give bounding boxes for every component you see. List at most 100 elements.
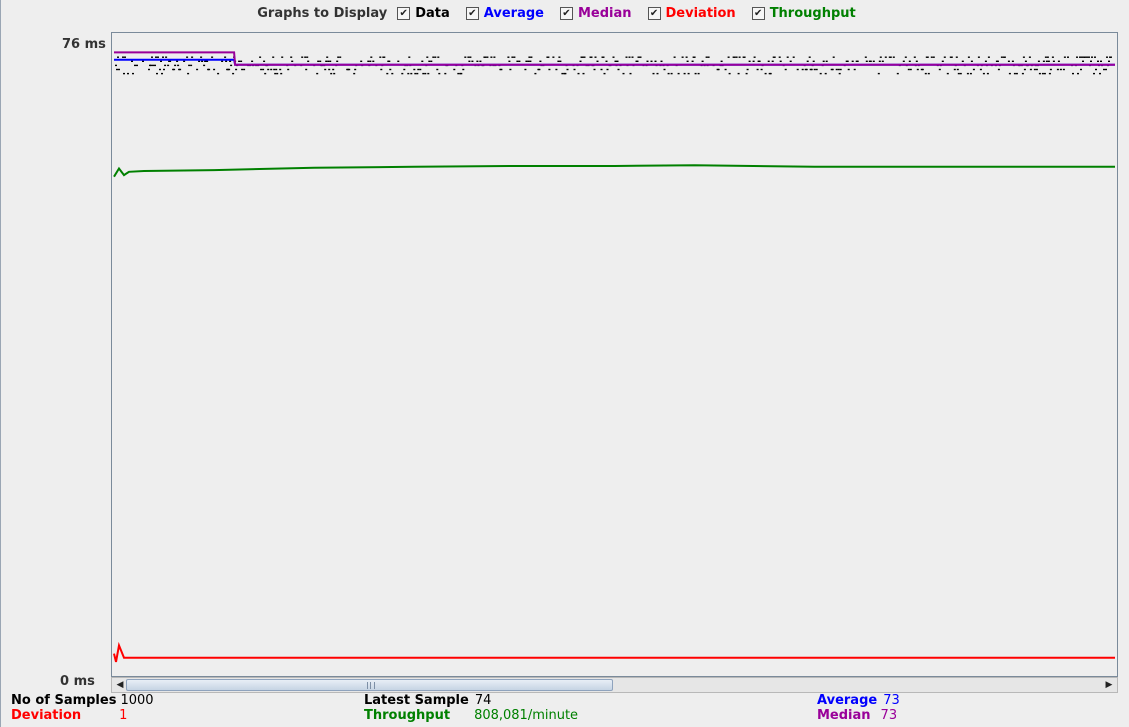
data-point <box>1046 56 1049 58</box>
data-point <box>518 60 521 62</box>
checkmark-icon[interactable]: ✔ <box>465 7 479 20</box>
data-point <box>401 72 404 75</box>
data-point <box>198 60 201 62</box>
checkmark-icon[interactable]: ✔ <box>397 7 411 20</box>
data-point <box>667 72 670 75</box>
data-point <box>786 56 789 58</box>
data-point <box>959 72 962 75</box>
data-point <box>701 60 704 62</box>
checkbox-data[interactable]: ✔ Data <box>397 6 450 21</box>
data-point <box>163 68 165 71</box>
data-point <box>1043 72 1046 75</box>
data-point <box>379 56 382 58</box>
data-point <box>1100 60 1102 62</box>
data-point <box>500 68 503 71</box>
data-point <box>831 68 834 71</box>
data-point <box>972 68 975 71</box>
data-point <box>1084 56 1086 58</box>
data-point <box>853 68 856 71</box>
data-point <box>927 72 930 75</box>
data-point <box>490 56 493 58</box>
data-point <box>955 56 958 58</box>
data-point <box>301 56 304 58</box>
data-point <box>360 60 363 62</box>
data-point <box>1000 56 1003 58</box>
checkmark-icon[interactable]: ✔ <box>647 7 661 20</box>
deviation-label: Deviation <box>11 708 82 723</box>
data-point <box>136 64 138 67</box>
scrollbar-thumb[interactable] <box>126 679 613 691</box>
data-point <box>1033 68 1036 71</box>
data-point <box>386 72 389 75</box>
data-point <box>516 60 519 62</box>
data-point <box>847 68 850 71</box>
series-line-throughput <box>113 164 1115 178</box>
data-point <box>437 56 440 58</box>
data-point <box>173 68 176 71</box>
data-point <box>426 56 429 58</box>
data-point <box>353 72 356 75</box>
data-point <box>735 56 738 58</box>
data-point <box>388 60 391 62</box>
data-point <box>324 68 327 71</box>
data-point <box>1007 60 1010 62</box>
plot-frame <box>111 32 1118 677</box>
data-point <box>196 68 199 71</box>
data-point <box>819 72 822 75</box>
checkmark-icon[interactable]: ✔ <box>751 7 765 20</box>
data-point <box>881 60 884 62</box>
data-point <box>764 72 767 75</box>
data-point <box>270 68 273 71</box>
data-point <box>946 72 949 75</box>
data-point <box>908 60 911 62</box>
data-point <box>810 68 813 71</box>
data-point <box>590 56 593 58</box>
data-point <box>970 60 973 62</box>
data-point <box>743 56 746 58</box>
data-point <box>127 72 129 75</box>
median-label: Median <box>817 708 871 723</box>
data-point <box>479 60 482 62</box>
data-point <box>156 72 158 75</box>
data-point <box>493 56 496 58</box>
data-point <box>1063 56 1066 58</box>
data-point <box>733 56 736 58</box>
scroll-left-arrow-icon[interactable]: ◀ <box>116 680 124 690</box>
data-point <box>167 64 170 67</box>
data-point <box>235 68 238 71</box>
median-stat: Median 73 <box>817 708 897 723</box>
checkbox-deviation[interactable]: ✔ Deviation <box>647 6 736 21</box>
data-point <box>525 60 528 62</box>
data-point <box>1088 56 1090 58</box>
data-point <box>369 60 372 62</box>
data-point <box>1106 56 1108 58</box>
checkbox-label-data: Data <box>415 6 450 21</box>
checkbox-throughput[interactable]: ✔ Throughput <box>751 6 856 21</box>
data-point <box>1003 56 1006 58</box>
data-point <box>186 56 189 58</box>
data-point <box>792 56 795 58</box>
checkmark-icon[interactable]: ✔ <box>559 7 573 20</box>
horizontal-scrollbar[interactable]: ◀ ▶ <box>111 677 1118 693</box>
data-point <box>151 56 153 58</box>
data-point <box>264 72 267 75</box>
data-point <box>1097 60 1099 62</box>
data-point <box>229 60 232 62</box>
data-point <box>1082 60 1084 62</box>
scroll-right-arrow-icon[interactable]: ▶ <box>1105 680 1113 690</box>
window-edge <box>0 0 1 727</box>
data-point <box>410 72 413 75</box>
data-point <box>333 72 336 75</box>
checkbox-average[interactable]: ✔ Average <box>465 6 544 21</box>
data-point <box>263 60 266 62</box>
data-point <box>290 56 293 58</box>
data-point <box>251 60 254 62</box>
data-point <box>950 56 953 58</box>
data-point <box>148 68 150 71</box>
data-point <box>416 72 419 75</box>
data-point <box>408 56 411 58</box>
data-point <box>162 56 164 58</box>
latest-sample-label: Latest Sample <box>364 693 469 708</box>
checkbox-median[interactable]: ✔ Median <box>559 6 632 21</box>
data-point <box>581 56 584 58</box>
